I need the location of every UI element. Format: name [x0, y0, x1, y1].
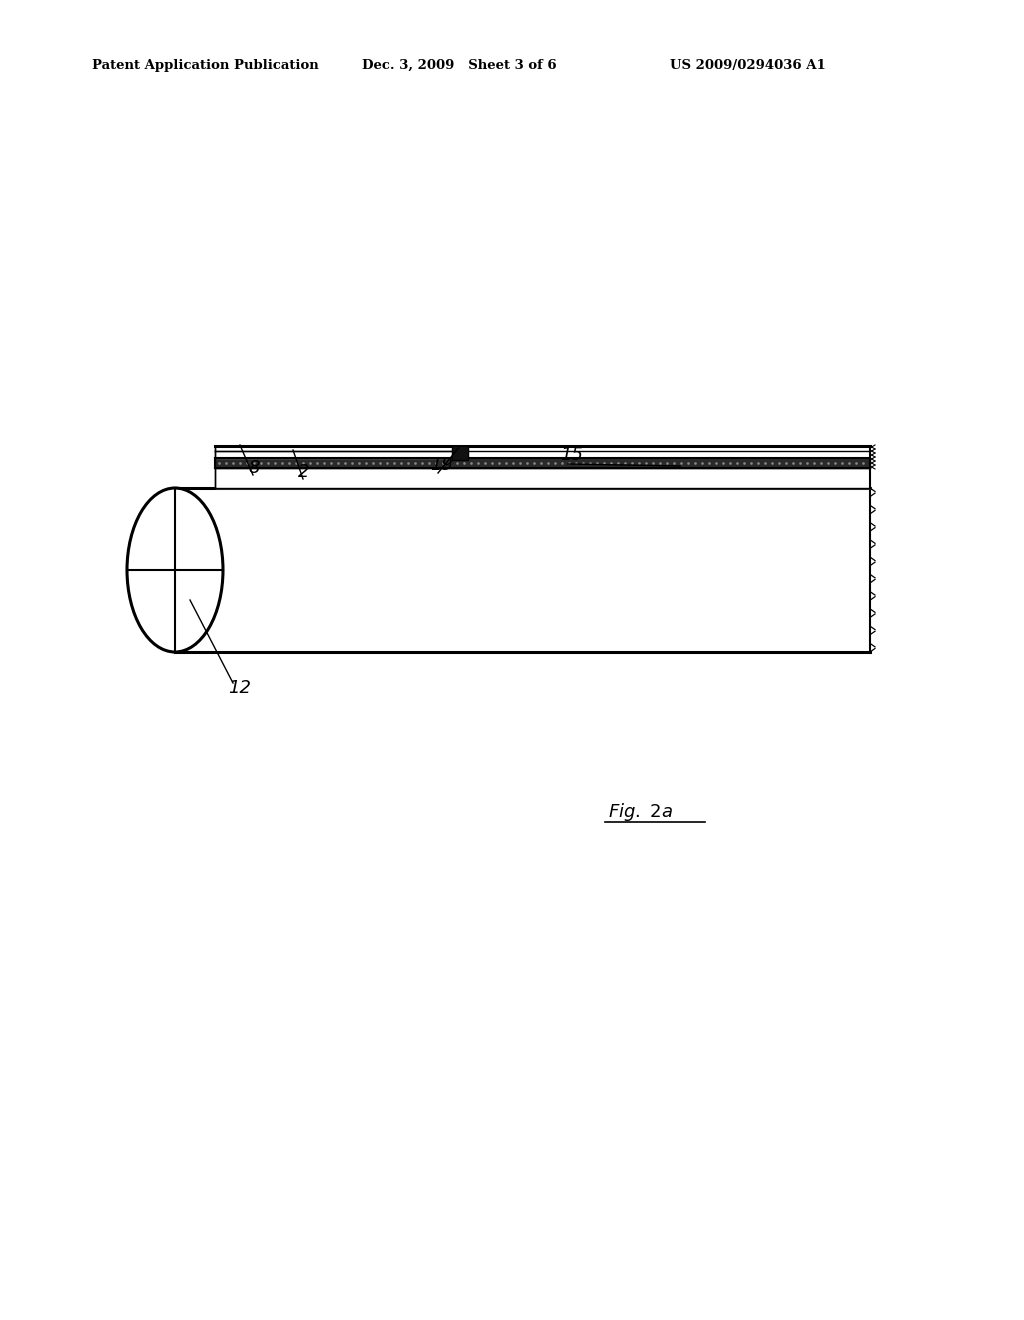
- Text: $\it{Fig.}$ $\it{2a}$: $\it{Fig.}$ $\it{2a}$: [608, 801, 673, 822]
- Text: Dec. 3, 2009   Sheet 3 of 6: Dec. 3, 2009 Sheet 3 of 6: [362, 58, 557, 71]
- Text: 15: 15: [560, 446, 583, 465]
- Text: 12: 12: [228, 678, 251, 697]
- Text: 2: 2: [298, 463, 309, 480]
- Text: 8: 8: [248, 459, 259, 477]
- Text: 19: 19: [430, 455, 453, 474]
- Text: Patent Application Publication: Patent Application Publication: [92, 58, 318, 71]
- Ellipse shape: [127, 488, 223, 652]
- Text: US 2009/0294036 A1: US 2009/0294036 A1: [670, 58, 825, 71]
